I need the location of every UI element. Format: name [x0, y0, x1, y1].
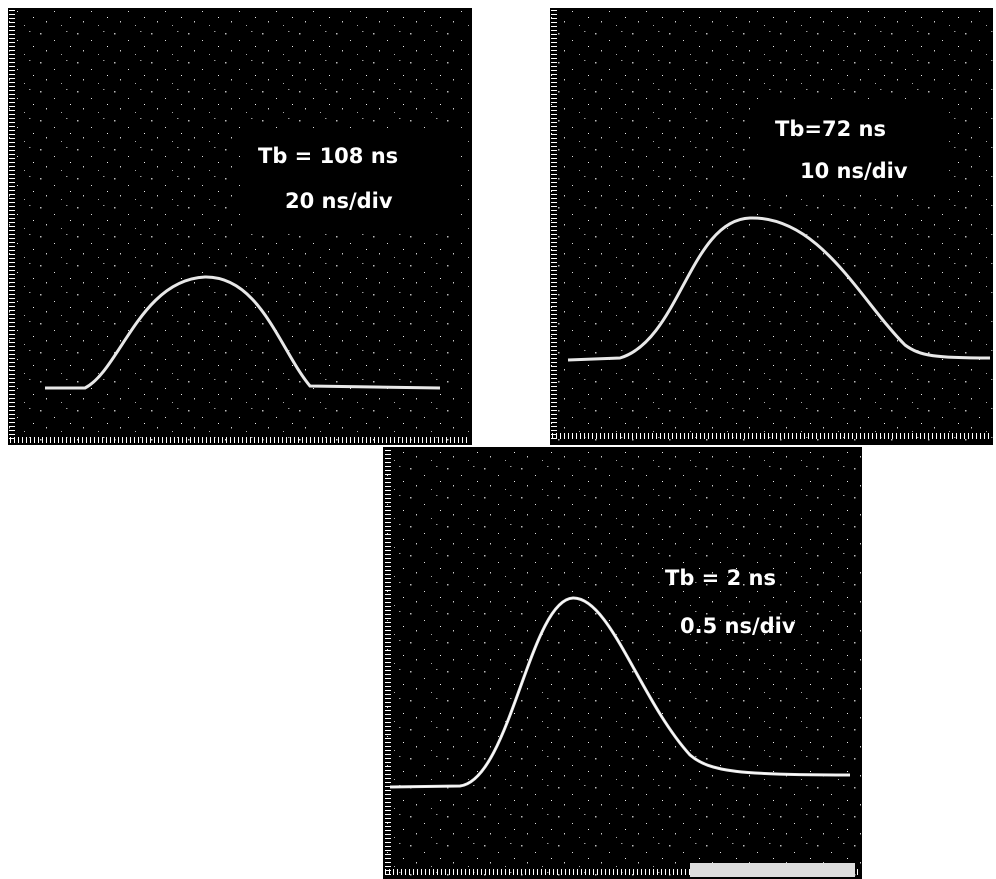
pulse-trace [567, 216, 991, 362]
scope-panel: Tb = 108 ns 20 ns/div [8, 8, 472, 445]
time-scale: 20 ns/div [285, 189, 393, 213]
time-scale: 0.5 ns/div [680, 614, 796, 638]
label-box [245, 132, 460, 230]
noise [550, 8, 993, 445]
pulse-trace-core [389, 597, 851, 788]
pulse-width: Tb = 108 ns [258, 144, 398, 168]
label-box [755, 100, 945, 195]
noise [383, 447, 862, 879]
time-scale: 10 ns/div [800, 159, 908, 183]
scope-panel: Tb=72 ns 10 ns/div [550, 8, 993, 445]
scope-panel: Tb = 2 ns 0.5 ns/div [383, 447, 862, 879]
pulse-width: Tb=72 ns [775, 117, 886, 141]
status-bar [690, 863, 855, 877]
pulse-width: Tb = 2 ns [665, 566, 776, 590]
pulse-trace [45, 275, 441, 390]
